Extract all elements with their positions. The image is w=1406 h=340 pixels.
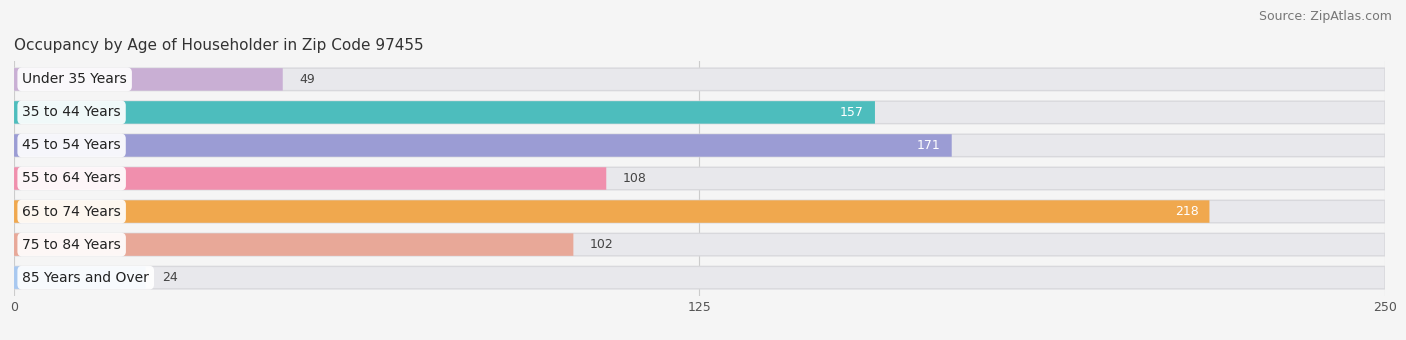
Text: 108: 108 (623, 172, 647, 185)
Text: 65 to 74 Years: 65 to 74 Years (22, 205, 121, 219)
Text: Occupancy by Age of Householder in Zip Code 97455: Occupancy by Age of Householder in Zip C… (14, 38, 423, 53)
FancyBboxPatch shape (14, 233, 1385, 256)
FancyBboxPatch shape (14, 167, 1385, 190)
Text: Source: ZipAtlas.com: Source: ZipAtlas.com (1258, 10, 1392, 23)
FancyBboxPatch shape (14, 167, 606, 190)
FancyBboxPatch shape (14, 134, 1385, 157)
FancyBboxPatch shape (14, 101, 875, 124)
FancyBboxPatch shape (14, 68, 1385, 90)
Text: 85 Years and Over: 85 Years and Over (22, 271, 149, 285)
FancyBboxPatch shape (14, 267, 1385, 289)
FancyBboxPatch shape (14, 101, 1385, 124)
Text: Under 35 Years: Under 35 Years (22, 72, 127, 86)
Text: 24: 24 (162, 271, 179, 284)
Text: 218: 218 (1175, 205, 1198, 218)
FancyBboxPatch shape (14, 134, 952, 157)
Text: 171: 171 (917, 139, 941, 152)
FancyBboxPatch shape (14, 267, 146, 289)
Text: 45 to 54 Years: 45 to 54 Years (22, 138, 121, 152)
Text: 35 to 44 Years: 35 to 44 Years (22, 105, 121, 119)
FancyBboxPatch shape (14, 68, 283, 90)
FancyBboxPatch shape (14, 233, 574, 256)
Text: 157: 157 (841, 106, 863, 119)
Text: 49: 49 (299, 73, 315, 86)
Text: 75 to 84 Years: 75 to 84 Years (22, 238, 121, 252)
Text: 102: 102 (591, 238, 613, 251)
FancyBboxPatch shape (14, 200, 1209, 223)
Text: 55 to 64 Years: 55 to 64 Years (22, 171, 121, 186)
FancyBboxPatch shape (14, 200, 1385, 223)
